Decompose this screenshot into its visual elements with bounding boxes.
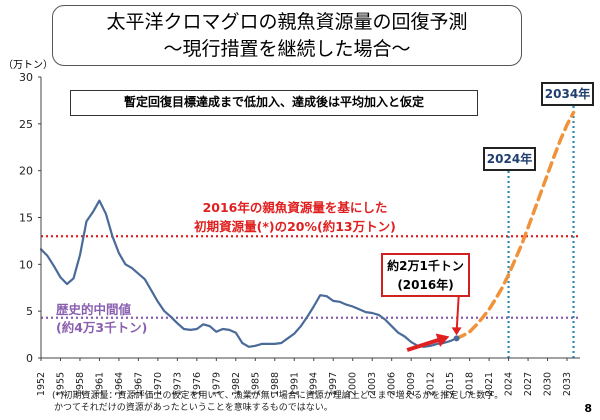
x-tick-label: 2003 — [367, 372, 378, 396]
series-layer — [39, 110, 576, 352]
x-tick-label: 2033 — [562, 372, 573, 396]
y-tick-label: 10 — [19, 258, 33, 271]
x-tick-label: 1961 — [94, 372, 105, 396]
callout-arrow-line — [455, 296, 460, 333]
page-number: 8 — [584, 402, 592, 415]
historical-median-label-line1: 歴史的中間値 — [56, 302, 132, 317]
x-tick-label: 1997 — [328, 372, 339, 396]
title-box: 太平洋クロマグロの親魚資源量の回復予測 ～現行措置を継続した場合～ — [52, 5, 522, 66]
x-tick-label: 1952 — [36, 372, 47, 396]
reference-lines — [41, 106, 580, 358]
footnote: (*)初期資源量：資源評価上の仮定を用いて、漁業が無い場合に資源が理論上どこまで… — [52, 390, 592, 414]
x-tick-label: 2021 — [484, 372, 495, 396]
y-tick-label: 0 — [26, 352, 33, 365]
assumption-note: 暫定回復目標達成まで低加入、達成後は平均加入と仮定 — [70, 90, 478, 116]
initial-level-label: 2016年の親魚資源量を基にした 初期資源量(*)の20%(約13万トン) — [180, 198, 410, 236]
x-tick-label: 2018 — [465, 372, 476, 396]
callout-line1: 約2万1千トン — [387, 259, 464, 273]
callout-arrow-head — [451, 327, 462, 336]
y-tick-label: 5 — [26, 305, 33, 318]
x-tick-label: 2015 — [445, 372, 456, 396]
x-tick-label: 2006 — [387, 372, 398, 396]
x-tick-label: 1955 — [55, 372, 66, 396]
projection-series-line — [454, 110, 576, 341]
x-tick-label: 1976 — [192, 372, 203, 396]
x-tick-label: 2027 — [523, 372, 534, 396]
y-axis-unit: （万トン） — [3, 60, 53, 71]
y-tick-label: 25 — [19, 118, 33, 131]
x-tick-label: 1970 — [153, 372, 164, 396]
y-tick-label: 30 — [19, 71, 33, 84]
footnote-line1: (*)初期資源量：資源評価上の仮定を用いて、漁業が無い場合に資源が理論上どこまで… — [52, 391, 504, 401]
current-level-callout: 約2万1千トン (2016年) — [381, 253, 470, 297]
x-tick-label: 2012 — [426, 372, 437, 396]
current-level-point — [453, 335, 460, 342]
x-tick-label: 1973 — [172, 372, 183, 396]
footnote-line2: かつてそれだけの資源があったということを意味するものではない。 — [54, 403, 333, 413]
red-arrow-head — [435, 333, 450, 347]
x-tick-label: 1985 — [250, 372, 261, 396]
chart-title: 太平洋クロマグロの親魚資源量の回復予測 — [106, 11, 468, 33]
x-tick-label: 1967 — [133, 372, 144, 396]
x-tick-label: 1991 — [289, 372, 300, 396]
chart-subtitle: ～現行措置を継続した場合～ — [163, 38, 411, 60]
x-tick-label: 2024 — [504, 372, 515, 396]
red-arrow-shaft — [406, 336, 445, 352]
tag-2034: 2034年 — [541, 82, 594, 106]
historical-median-label-line2: (約4万3千トン) — [56, 320, 148, 335]
tag-2024: 2024年 — [483, 147, 536, 171]
callout-line2: (2016年) — [397, 278, 454, 292]
initial-level-label-line1: 2016年の親魚資源量を基にした — [202, 200, 388, 215]
x-tick-label: 2000 — [348, 372, 359, 396]
initial-level-label-line2: 初期資源量(*)の20%(約13万トン) — [194, 219, 396, 234]
x-tick-label: 2009 — [406, 372, 417, 396]
x-tick-label: 1988 — [270, 372, 281, 396]
x-tick-label: 1994 — [309, 372, 320, 396]
y-tick-label: 20 — [19, 165, 33, 178]
x-tick-label: 2030 — [543, 372, 554, 396]
historical-series-line — [39, 199, 458, 348]
axis-layer: 0 5 10 15 20 25 30 1952 1955 1958 1961 1964 1967 1970… — [19, 71, 580, 396]
x-tick-label: 1958 — [75, 372, 86, 396]
x-tick-label: 1982 — [231, 372, 242, 396]
y-tick-label: 15 — [19, 212, 33, 225]
historical-median-label: 歴史的中間値 (約4万3千トン) — [56, 301, 147, 337]
x-tick-label: 1964 — [114, 372, 125, 396]
x-tick-label: 1979 — [211, 372, 222, 396]
